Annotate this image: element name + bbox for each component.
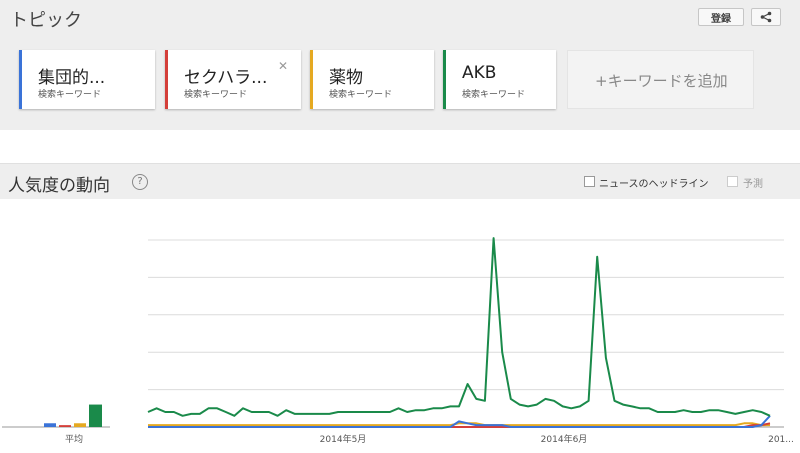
average-bar (44, 423, 56, 427)
section-title: 人気度の動向 (8, 176, 110, 196)
term-color-bar (310, 50, 313, 109)
term-label: セクハラ... (184, 68, 268, 88)
average-label: 平均 (65, 433, 83, 445)
share-button[interactable] (751, 8, 781, 26)
share-icon (760, 11, 772, 23)
term-card-2[interactable]: セクハラ... 検索キーワード ✕ (165, 50, 301, 109)
term-type: 検索キーワード (38, 90, 102, 100)
series-line (148, 415, 771, 428)
login-button[interactable]: 登録 (698, 8, 744, 26)
add-term-button[interactable]: +キーワードを追加 (567, 50, 754, 109)
term-label: 薬物 (329, 68, 363, 88)
term-color-bar (165, 50, 168, 109)
average-bar (74, 423, 86, 427)
average-bar (59, 425, 71, 427)
term-card-3[interactable]: 薬物 検索キーワード (310, 50, 434, 109)
topic-bar: トピック 登録 集団的... 検索キーワード セクハラ... 検索キーワード ✕… (0, 0, 800, 130)
term-card-4[interactable]: AKB 検索キーワード (443, 50, 556, 109)
news-headlines-checkbox[interactable] (584, 176, 595, 187)
x-tick-label: 2014年5月 (320, 433, 367, 445)
news-headlines-label: ニュースのヘッドライン (599, 179, 709, 190)
add-term-label: +キーワードを追加 (595, 72, 728, 90)
term-card-1[interactable]: 集団的... 検索キーワード (19, 50, 155, 109)
term-color-bar (19, 50, 22, 109)
help-icon[interactable]: ? (132, 174, 148, 190)
term-type: 検索キーワード (184, 90, 248, 100)
forecast-label: 予測 (743, 179, 763, 190)
term-label: AKB (462, 63, 497, 83)
page-title: トピック (10, 10, 82, 31)
close-icon[interactable]: ✕ (277, 59, 288, 73)
term-type: 検索キーワード (462, 90, 526, 100)
term-type: 検索キーワード (329, 90, 393, 100)
x-tick-label: 201... (768, 435, 794, 445)
x-tick-label: 2014年6月 (541, 433, 588, 445)
term-color-bar (443, 50, 446, 109)
series-line (147, 237, 771, 417)
term-label: 集団的... (38, 68, 106, 88)
series-line (148, 422, 770, 427)
forecast-checkbox[interactable] (727, 176, 738, 187)
average-bar (89, 404, 102, 427)
interest-header: 人気度の動向 ? ニュースのヘッドライン 予測 (0, 163, 800, 199)
